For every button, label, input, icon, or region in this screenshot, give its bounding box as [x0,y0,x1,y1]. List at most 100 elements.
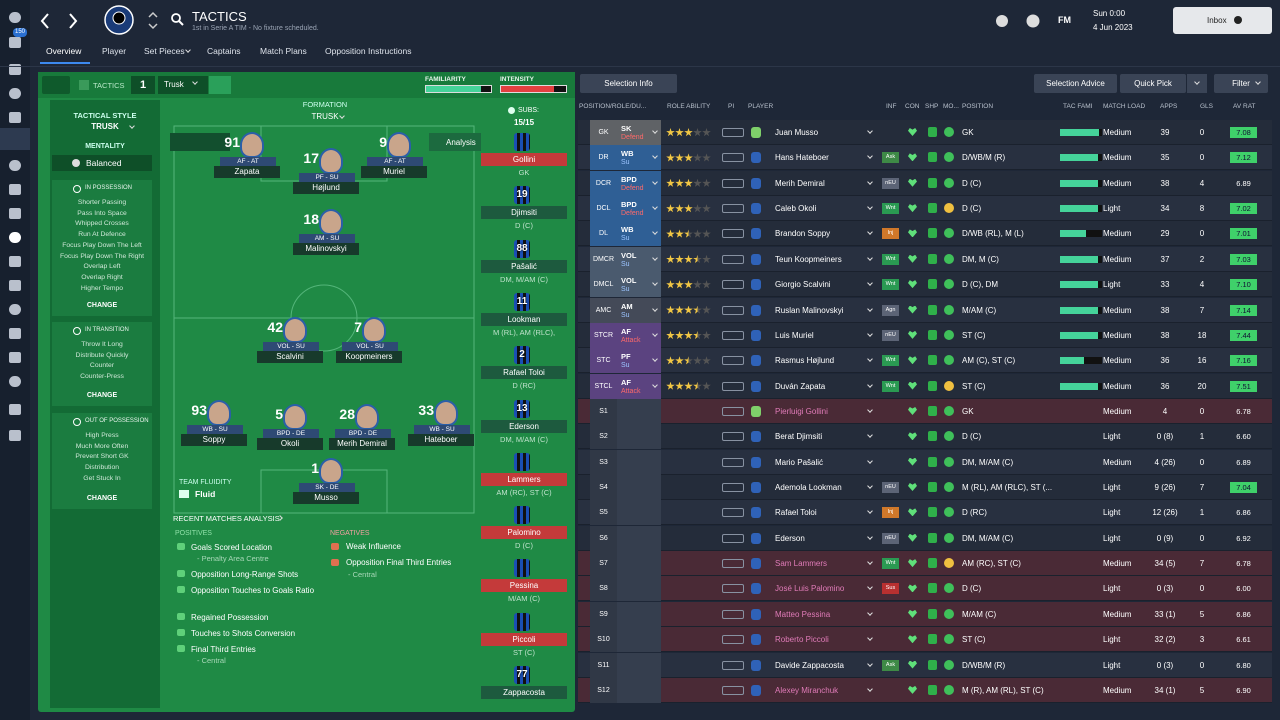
table-row[interactable]: DCR BPD Defend Merih Demiral nEU D (C) Medium 3… [578,170,1272,196]
table-row[interactable]: S11 Davide Zappacosta Ask D/WB/M (R) Light 0 … [578,652,1272,678]
table-row[interactable]: DR WB Su Hans Hateboer Ask D/WB/M (R) Medium 35… [578,145,1272,171]
column-header[interactable]: PI [728,103,735,110]
player-name[interactable]: Brandon Soppy [775,229,831,239]
player-name[interactable]: Hans Hateboer [775,153,829,163]
player-name[interactable]: Caleb Okoli [775,204,817,214]
player-name[interactable]: Berat Djimsiti [775,432,823,442]
mentality-box[interactable]: Balanced [52,155,152,171]
table-row[interactable]: AMC AM Su Ruslan Malinovskyi Agn M/AM (C) Medi… [578,297,1272,323]
dropdown-arrow[interactable] [185,47,191,53]
view-buttons[interactable] [170,133,230,151]
nav-icon[interactable] [9,12,21,23]
tactic-name[interactable]: Trusk [158,76,208,94]
nav-icon[interactable] [9,352,21,363]
table-row[interactable]: STCR AF Attack Luis Muriel nEU ST (C) Medium 38… [578,322,1272,348]
column-header[interactable]: POSITION [962,103,994,110]
column-header[interactable]: MATCH LOAD [1103,103,1146,110]
table-row[interactable]: S3 Mario Pašalić DM, M/AM (C) Medium 4 (26) 0… [578,449,1272,475]
dropdown-arrow[interactable] [867,686,873,692]
nav-icon[interactable] [9,256,21,267]
date[interactable]: 4 Jun 2023 [1093,23,1133,32]
table-row[interactable]: S9 Matteo Pessina M/AM (C) Medium 33 (1) 5 6.8… [578,601,1272,627]
change-button[interactable]: CHANGE [86,302,118,309]
analysis-button[interactable]: Analysis [429,133,481,151]
header-icons[interactable] [994,13,1044,29]
player-name[interactable]: Juan Musso [775,128,819,137]
dropdown-arrow[interactable] [867,128,873,134]
tab[interactable]: Set Pieces [144,46,185,56]
column-header[interactable]: AV RAT [1233,103,1256,110]
sub-name[interactable]: Palomino [481,526,567,540]
table-row[interactable]: S7 Sam Lammers Wnt AM (RC), ST (C) Medium 34 … [578,551,1272,577]
tab[interactable]: Overview [46,46,82,56]
recent-title[interactable]: RECENT MATCHES ANALYSIS [173,514,280,523]
nav-icon[interactable] [9,184,21,195]
nav-icon[interactable] [9,280,21,291]
player-name[interactable]: Alexey Miranchuk [775,685,839,695]
dropdown-arrow[interactable] [867,254,873,261]
search-icon[interactable] [170,12,184,26]
column-header[interactable]: GLS [1200,103,1214,110]
toolbar-button[interactable]: Selection Advice [1034,74,1117,93]
table-row[interactable]: DMCL VOL Su Giorgio Scalvini Wnt D (C), DM Lig… [578,272,1272,298]
dropdown-arrow[interactable] [867,432,873,439]
player-name[interactable]: Rafael Toloi [775,508,817,518]
dropdown-arrow[interactable] [867,280,873,286]
table-row[interactable]: DL WB Su Brandon Soppy Inj D/WB (RL), M (L) Me… [578,221,1272,247]
player-name[interactable]: Scalvini [257,351,323,363]
table-row[interactable]: S8 José Luis Palomino Sus D (C) Light 0 (3) 0 6… [578,576,1272,602]
dropdown-arrow[interactable] [867,609,873,616]
tab[interactable]: Opposition Instructions [325,46,412,56]
player-name[interactable]: Malinovskyi [293,243,359,255]
tab[interactable]: Captains [207,46,241,56]
player-name[interactable]: Ruslan Malinovskyi [775,305,844,315]
tab[interactable]: Player [102,46,127,56]
table-row[interactable]: S2 Berat Djimsiti D (C) Light 0 (8) 1 6.60 [578,424,1272,450]
player-name[interactable]: Zapata [214,166,280,178]
sub-name[interactable]: Lammers [481,472,567,486]
nav-arrows[interactable] [36,10,86,32]
player-name[interactable]: Luis Muriel [775,330,814,340]
table-row[interactable]: GK SK Defend Juan Musso GK Medium 39 0 7.08 [578,120,1272,145]
nav-icon[interactable] [9,232,21,243]
column-header[interactable]: ROLE ABILITY [667,103,711,110]
player-name[interactable]: Sam Lammers [775,559,828,569]
table-row[interactable]: S12 Alexey Miranchuk M (R), AM (RL), ST (C… [578,677,1272,703]
sub-name[interactable]: Piccoli [481,632,567,646]
dropdown-arrow[interactable] [867,635,873,642]
player-name[interactable]: Okoli [257,438,323,450]
table-row[interactable]: S4 Ademola Lookman nEU M (RL), AM (RLC), ST… [578,475,1272,501]
sub-name[interactable]: Pessina [481,579,567,593]
column-header[interactable]: CON [905,103,920,110]
dropdown-arrow[interactable] [867,407,873,413]
inbox-button[interactable]: Inbox [1173,7,1272,34]
player-name[interactable]: Soppy [181,434,247,446]
nav-icon[interactable] [9,37,21,48]
toolbar-button[interactable]: Selection Info [580,74,677,93]
sub-name[interactable]: Ederson [481,419,567,433]
player-name[interactable]: Merih Demiral [775,178,825,188]
column-header[interactable]: MO... [943,103,959,110]
dropdown-arrow[interactable] [867,660,873,667]
player-name[interactable]: Ederson [775,533,805,543]
dropdown-arrow[interactable] [867,178,873,185]
dropdown-arrow[interactable] [867,559,873,565]
nav-icon[interactable] [9,328,21,339]
dropdown-arrow[interactable] [867,533,873,540]
nav-icon[interactable] [9,112,21,123]
player-name[interactable]: Pierluigi Gollini [775,406,828,416]
collapse-button[interactable] [42,76,70,94]
slot-number[interactable]: 1 [131,76,155,94]
change-button[interactable]: CHANGE [86,495,118,502]
dropdown-arrow[interactable] [867,331,873,337]
player-name[interactable]: Koopmeiners [336,351,402,363]
add-tactic[interactable] [209,76,231,94]
player-name[interactable]: Matteo Pessina [775,609,831,619]
dropdown-arrow[interactable] [867,381,873,388]
player-name[interactable]: Mario Pašalić [775,457,824,467]
player-name[interactable]: Merih Demiral [329,438,395,450]
column-header[interactable]: TAC FAMI [1063,103,1093,110]
dropdown-arrow[interactable] [867,305,873,312]
dropdown-arrow[interactable] [867,229,873,236]
sub-name[interactable]: Rafael Toloi [481,366,567,380]
